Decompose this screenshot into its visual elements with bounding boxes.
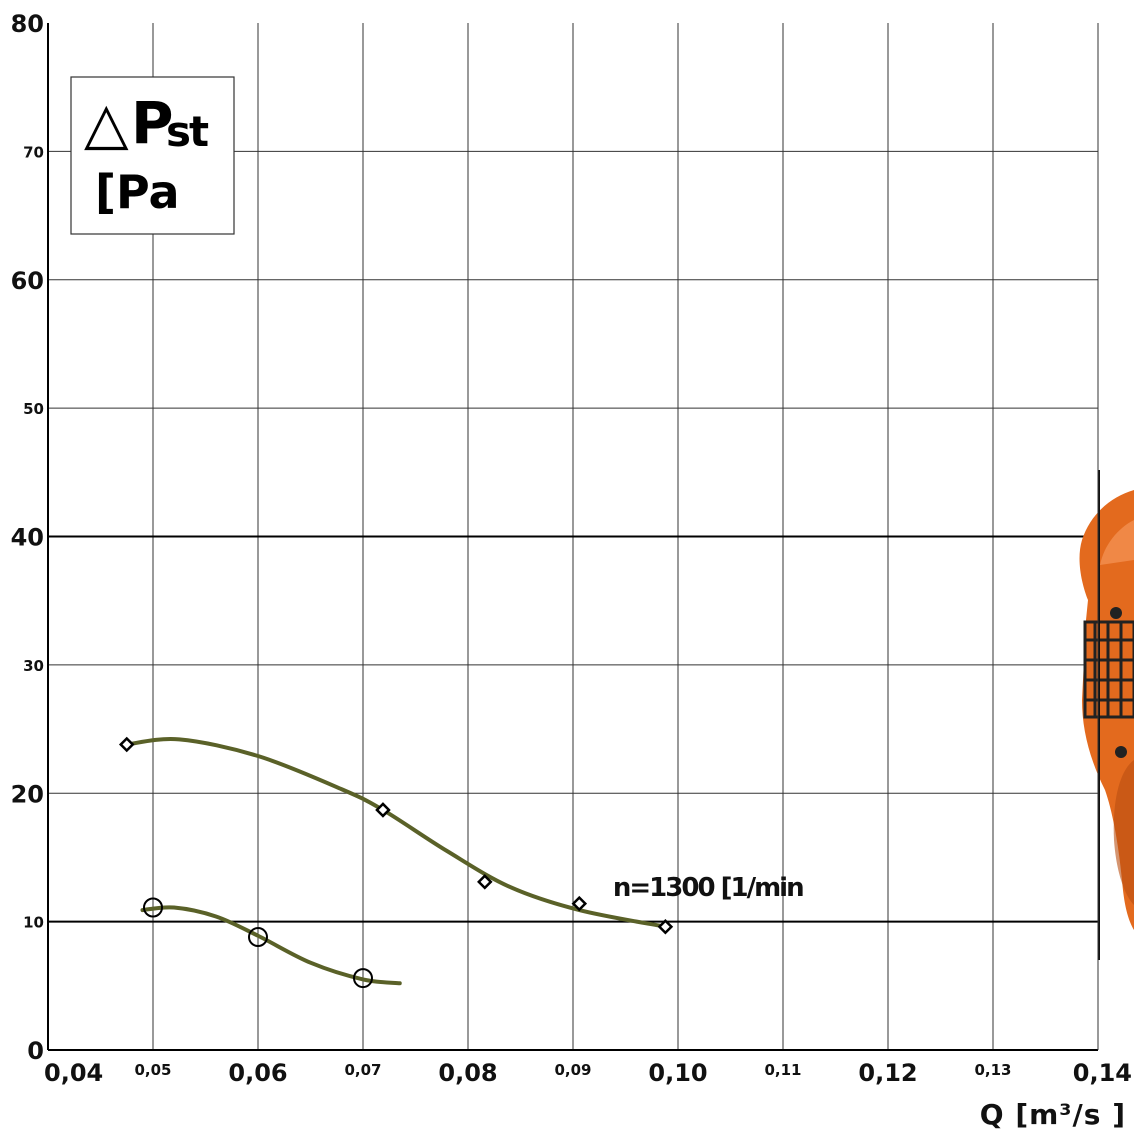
y-axis-symbol: P [131, 89, 172, 157]
y-axis-delta: △ [84, 89, 129, 157]
y-tick-label: 60 [11, 267, 44, 295]
plot-frame [47, 23, 1099, 1051]
x-axis-ticks: 0,04 0,05 0,06 0,07 0,08 0,09 0,10 0,11 0,12 0,13… [44, 1059, 1132, 1087]
x-tick-label: 0,10 [648, 1059, 707, 1087]
y-tick-label: 80 [11, 10, 44, 38]
data-point-diamond [118, 736, 135, 753]
x-tick-label: 0,06 [228, 1059, 287, 1087]
x-tick-label: 0,14 [1073, 1059, 1132, 1087]
data-point-diamond [571, 895, 588, 912]
x-tick-label: 0,04 [44, 1059, 103, 1087]
y-axis-subscript: st [166, 107, 209, 156]
y-tick-label: 0 [27, 1037, 44, 1065]
series-1 [118, 736, 674, 935]
y-axis-ticks: 0 10 20 30 40 50 60 70 80 [11, 10, 44, 1065]
series-2 [140, 897, 402, 989]
data-point-diamond [477, 874, 493, 890]
x-tick-label: 0,12 [858, 1059, 917, 1087]
x-tick-label: 0,13 [974, 1061, 1011, 1079]
y-tick-label: 30 [23, 657, 44, 675]
x-axis-label: Q [m³/s ] [980, 1098, 1126, 1131]
x-tick-label: 0,05 [134, 1061, 171, 1079]
y-tick-label: 40 [11, 524, 44, 552]
y-tick-label: 10 [23, 914, 44, 932]
grid [48, 23, 1098, 1050]
data-point-circle [353, 968, 373, 989]
y-axis-label: △ P st [Pa [70, 76, 235, 235]
data-point-circle [248, 927, 268, 948]
y-tick-label: 50 [23, 400, 44, 418]
series [118, 736, 674, 989]
speed-annotation: n=1300 [1/min [613, 873, 803, 903]
x-tick-label: 0,07 [344, 1061, 381, 1079]
y-tick-label: 20 [11, 780, 44, 808]
data-point-diamond [657, 918, 674, 935]
x-tick-label: 0,11 [764, 1061, 801, 1079]
series-line [124, 736, 668, 929]
data-point-circle [143, 897, 163, 918]
x-tick-label: 0,08 [438, 1059, 497, 1087]
y-tick-label: 70 [23, 143, 44, 161]
fan-product-image [1079, 470, 1134, 960]
x-tick-label: 0,09 [554, 1061, 591, 1079]
series-line [140, 905, 402, 986]
data-point-diamond [375, 802, 391, 818]
y-axis-unit: [Pa [95, 165, 180, 219]
